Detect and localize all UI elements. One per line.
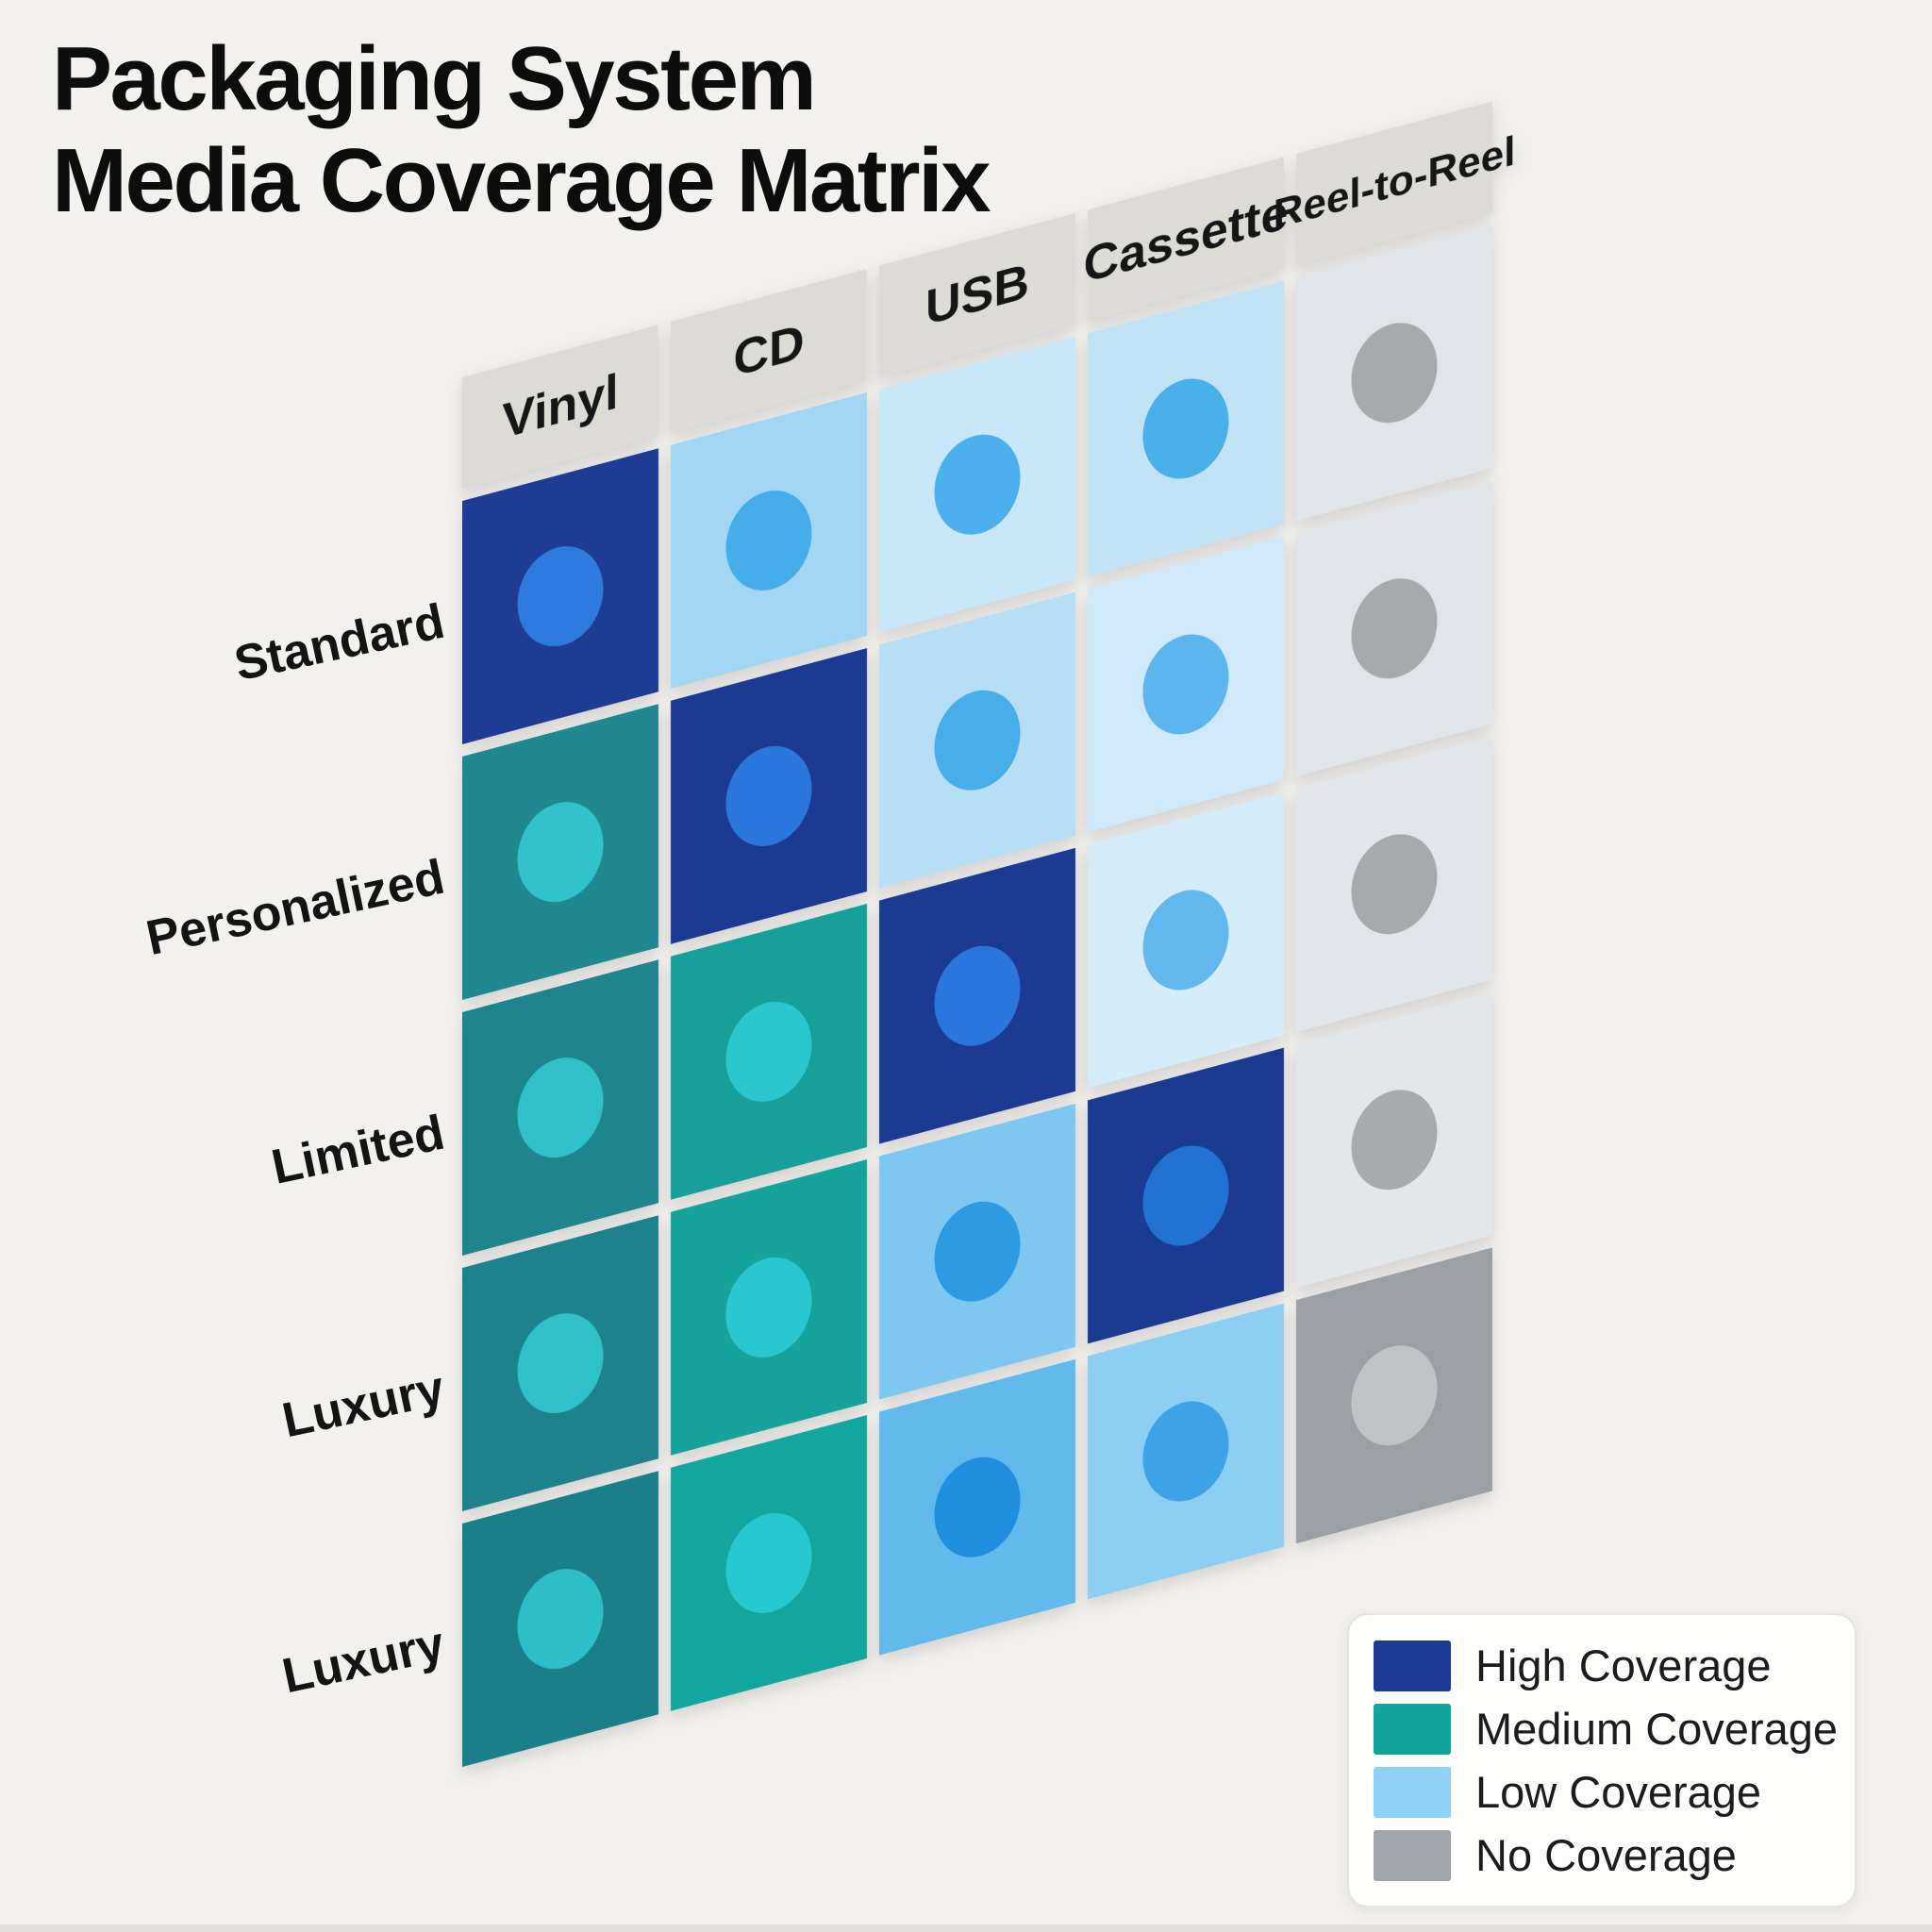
- matrix-cell-personalized-cd-high: [671, 648, 867, 944]
- legend-item-low: Low Coverage: [1374, 1766, 1830, 1818]
- matrix-cell-luxury-cd-medium: [671, 1415, 867, 1711]
- matrix-cell-luxury-vinyl-medium: [462, 1471, 658, 1767]
- coverage-dot-icon: [715, 985, 823, 1119]
- legend-swatch-low-icon: [1374, 1766, 1451, 1818]
- legend-swatch-high-icon: [1374, 1640, 1451, 1691]
- coverage-dot-icon: [1132, 617, 1240, 752]
- coverage-dot-icon: [924, 1185, 1031, 1319]
- row-label-personalized: Personalized: [142, 849, 450, 967]
- coverage-dot-icon: [507, 1041, 614, 1174]
- coverage-dot-icon: [507, 785, 614, 919]
- coverage-dot-icon: [715, 1241, 823, 1374]
- coverage-dot-icon: [715, 729, 823, 863]
- matrix-cell-luxury-vinyl-medium: [462, 1215, 658, 1511]
- page-title: Packaging System Media Coverage Matrix: [52, 28, 991, 233]
- matrix-cell-personalized-vinyl-medium: [462, 704, 658, 1000]
- matrix-cell-personalized-cassette-low: [1088, 536, 1284, 833]
- legend: High Coverage Medium Coverage Low Covera…: [1347, 1613, 1857, 1907]
- legend-label-none: No Coverage: [1475, 1830, 1737, 1880]
- matrix-cell-limited-usb-high: [879, 847, 1075, 1144]
- coverage-dot-icon: [507, 1552, 614, 1686]
- coverage-dot-icon: [924, 418, 1031, 552]
- coverage-dot-icon: [924, 929, 1031, 1063]
- coverage-dot-icon: [924, 674, 1031, 808]
- legend-label-medium: Medium Coverage: [1475, 1704, 1839, 1754]
- row-label-standard: Standard: [229, 593, 450, 692]
- matrix-cell-standard-cassette-low: [1088, 280, 1284, 577]
- coverage-dot-icon: [924, 1441, 1031, 1574]
- matrix-cell-limited-reel-to-reel-none: [1296, 736, 1492, 1033]
- legend-item-high: High Coverage: [1374, 1640, 1830, 1691]
- matrix-cell-limited-cd-medium: [671, 904, 867, 1200]
- coverage-dot-icon: [507, 529, 614, 663]
- coverage-dot-icon: [507, 1296, 614, 1430]
- coverage-dot-icon: [1341, 1328, 1448, 1462]
- matrix-cell-luxury-usb-low: [879, 1358, 1075, 1656]
- coverage-dot-icon: [1132, 873, 1240, 1008]
- matrix-cell-luxury-cassette-high: [1088, 1047, 1284, 1344]
- legend-item-none: No Coverage: [1374, 1829, 1830, 1881]
- coverage-dot-icon: [1341, 306, 1448, 440]
- page-title-line2: Media Coverage Matrix: [52, 130, 991, 232]
- coverage-matrix: Vinyl CD USB Cassette Reel-to-Reel: [462, 101, 1515, 1767]
- matrix-cell-personalized-usb-low: [879, 591, 1075, 889]
- coverage-dot-icon: [715, 474, 823, 608]
- matrix-cell-standard-usb-low: [879, 336, 1075, 633]
- matrix-cell-standard-vinyl-high: [462, 448, 658, 744]
- legend-swatch-none-icon: [1374, 1829, 1451, 1881]
- matrix-cell-standard-cd-low: [671, 392, 867, 689]
- legend-label-low: Low Coverage: [1475, 1767, 1762, 1817]
- coverage-dot-icon: [1341, 561, 1448, 695]
- legend-item-medium: Medium Coverage: [1374, 1703, 1838, 1755]
- coverage-dot-icon: [1132, 361, 1240, 496]
- row-label-limited: Limited: [267, 1105, 450, 1195]
- coverage-dot-icon: [1341, 1073, 1448, 1207]
- matrix-cell-luxury-cassette-low: [1088, 1303, 1284, 1600]
- matrix-cell-standard-reel-to-reel-none: [1296, 225, 1492, 522]
- coverage-dot-icon: [1341, 817, 1448, 951]
- row-label-luxury-2: Luxury: [277, 1616, 450, 1705]
- row-label-luxury-1: Luxury: [277, 1360, 450, 1449]
- legend-label-high: High Coverage: [1475, 1641, 1772, 1690]
- matrix-cell-limited-cassette-low: [1088, 791, 1284, 1089]
- matrix-cell-limited-vinyl-medium: [462, 959, 658, 1256]
- matrix-cell-luxury-usb-low: [879, 1103, 1075, 1400]
- matrix-cell-luxury-reel-to-reel-none: [1296, 991, 1492, 1289]
- coverage-dot-icon: [1132, 1128, 1240, 1263]
- matrix-cell-luxury-reel-to-reel-none: [1296, 1247, 1492, 1544]
- coverage-dot-icon: [715, 1496, 823, 1630]
- coverage-dot-icon: [1132, 1384, 1240, 1519]
- matrix-cell-luxury-cd-medium: [671, 1159, 867, 1456]
- page-title-line1: Packaging System: [52, 28, 817, 129]
- legend-swatch-medium-icon: [1374, 1703, 1451, 1755]
- matrix-cell-personalized-reel-to-reel-none: [1296, 480, 1492, 777]
